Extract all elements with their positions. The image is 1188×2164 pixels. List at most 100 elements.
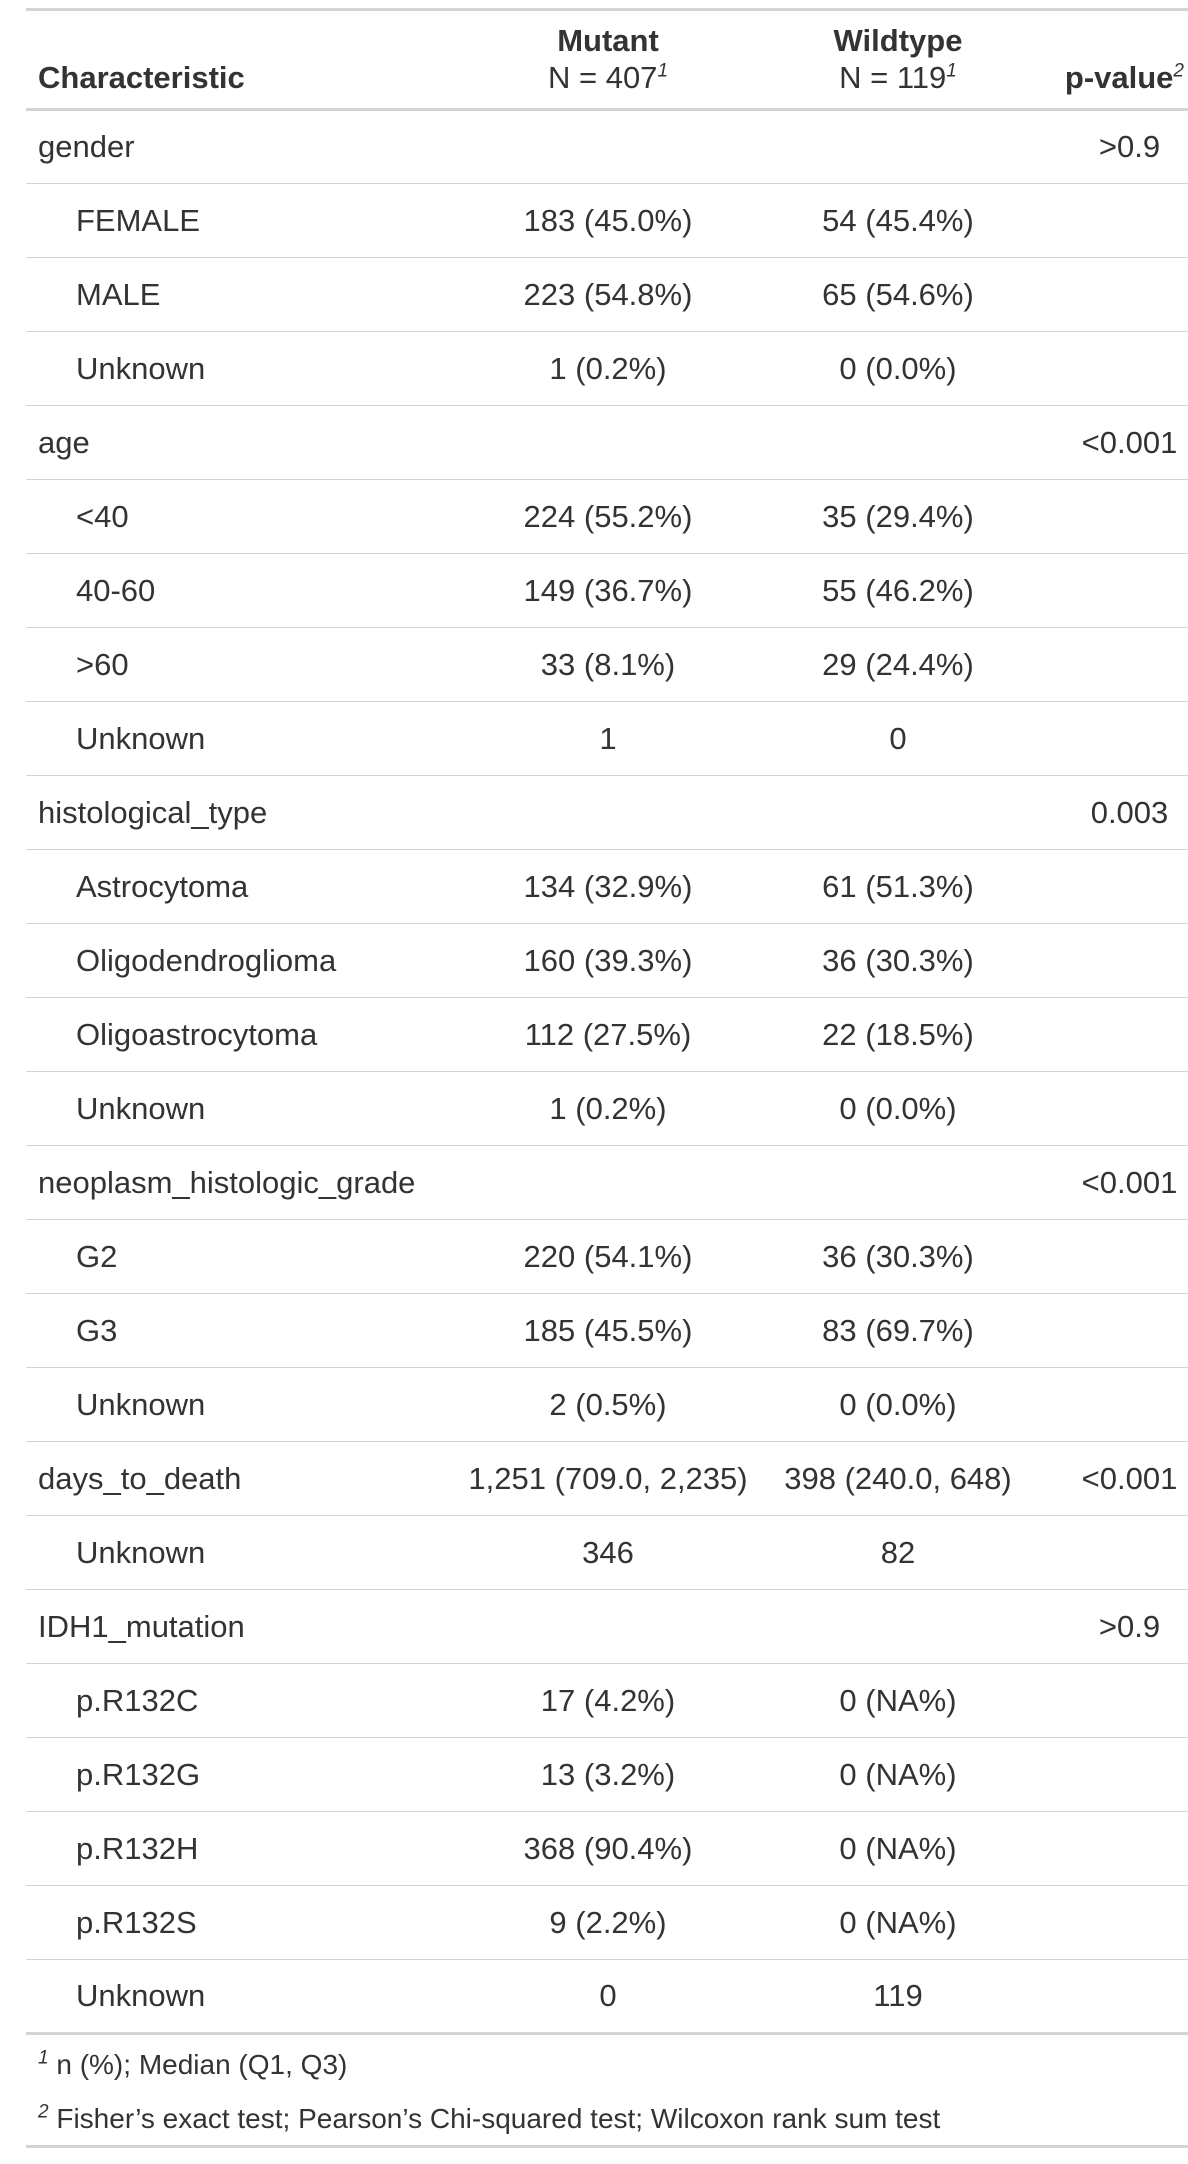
mutant-value: 1 (0.2%) xyxy=(463,1071,753,1146)
table-body: gender >0.9 FEMALE 183 (45.0%) 54 (45.4%) MAL… xyxy=(26,109,1188,2035)
header-characteristic-label: Characteristic xyxy=(38,60,245,95)
table-row-level: MALE 223 (54.8%) 65 (54.6%) xyxy=(26,257,1188,332)
mutant-value: 224 (55.2%) xyxy=(463,479,753,554)
table-row-level: p.R132C 17 (4.2%) 0 (NA%) xyxy=(26,1663,1188,1738)
level-label: Unknown xyxy=(26,331,463,406)
table-row-variable: days_to_death 1,251 (709.0, 2,235) 398 (24… xyxy=(26,1441,1188,1516)
mutant-value xyxy=(463,1589,753,1664)
table-row-level: Oligodendroglioma 160 (39.3%) 36 (30.3%) xyxy=(26,923,1188,998)
p-value xyxy=(1043,257,1188,332)
table-row-level: Oligoastrocytoma 112 (27.5%) 22 (18.5%) xyxy=(26,997,1188,1072)
mutant-value: 134 (32.9%) xyxy=(463,849,753,924)
mutant-value: 223 (54.8%) xyxy=(463,257,753,332)
wildtype-value: 0 (NA%) xyxy=(753,1737,1043,1812)
mutant-value xyxy=(463,405,753,480)
mutant-value: 149 (36.7%) xyxy=(463,553,753,628)
table-row-level: p.R132G 13 (3.2%) 0 (NA%) xyxy=(26,1737,1188,1812)
variable-label: days_to_death xyxy=(26,1441,463,1516)
level-label: Unknown xyxy=(26,1959,463,2035)
summary-table-container: Characteristic Mutant N = 4071 Wildtype … xyxy=(26,8,1188,2148)
level-label: G3 xyxy=(26,1293,463,1368)
table-row-level: Unknown 1 (0.2%) 0 (0.0%) xyxy=(26,331,1188,406)
level-label: Unknown xyxy=(26,1367,463,1442)
mutant-value: 33 (8.1%) xyxy=(463,627,753,702)
level-label: p.R132C xyxy=(26,1663,463,1738)
header-pvalue: p-value2 xyxy=(1043,9,1188,111)
table-row-variable: age <0.001 xyxy=(26,405,1188,480)
wildtype-value: 55 (46.2%) xyxy=(753,553,1043,628)
header-pvalue-label: p-value xyxy=(1064,60,1174,95)
wildtype-value xyxy=(753,109,1043,184)
level-label: p.R132G xyxy=(26,1737,463,1812)
mutant-value xyxy=(463,775,753,850)
header-pvalue-footnote-mark: 2 xyxy=(1173,60,1184,82)
footnote-2-mark: 2 xyxy=(38,2101,49,2123)
wildtype-value: 0 (0.0%) xyxy=(753,331,1043,406)
p-value xyxy=(1043,1737,1188,1812)
mutant-value: 1 (0.2%) xyxy=(463,331,753,406)
footnote-2-text: Fisher’s exact test; Pearson’s Chi-squar… xyxy=(56,2103,941,2134)
wildtype-value xyxy=(753,1145,1043,1220)
p-value: >0.9 xyxy=(1043,109,1188,184)
footnote-1-text: n (%); Median (Q1, Q3) xyxy=(56,2049,348,2080)
wildtype-value: 0 xyxy=(753,701,1043,776)
header-wildtype-n: N = 119 xyxy=(839,60,947,95)
p-value xyxy=(1043,997,1188,1072)
p-value xyxy=(1043,1367,1188,1442)
table-row-level: Unknown 346 82 xyxy=(26,1515,1188,1590)
mutant-value: 9 (2.2%) xyxy=(463,1885,753,1960)
level-label: G2 xyxy=(26,1219,463,1294)
wildtype-value: 82 xyxy=(753,1515,1043,1590)
table-row-level: p.R132H 368 (90.4%) 0 (NA%) xyxy=(26,1811,1188,1886)
wildtype-value: 61 (51.3%) xyxy=(753,849,1043,924)
table-row-variable: histological_type 0.003 xyxy=(26,775,1188,850)
wildtype-value xyxy=(753,775,1043,850)
p-value xyxy=(1043,1071,1188,1146)
variable-label: age xyxy=(26,405,463,480)
table-row-level: <40 224 (55.2%) 35 (29.4%) xyxy=(26,479,1188,554)
p-value: <0.001 xyxy=(1043,1145,1188,1220)
level-label: <40 xyxy=(26,479,463,554)
p-value xyxy=(1043,1515,1188,1590)
footnote-2: 2 Fisher’s exact test; Pearson’s Chi-squ… xyxy=(26,2101,1188,2145)
mutant-value: 1 xyxy=(463,701,753,776)
wildtype-value: 0 (NA%) xyxy=(753,1663,1043,1738)
table-row-level: >60 33 (8.1%) 29 (24.4%) xyxy=(26,627,1188,702)
summary-table: Characteristic Mutant N = 4071 Wildtype … xyxy=(26,8,1188,2035)
level-label: FEMALE xyxy=(26,183,463,258)
p-value xyxy=(1043,1293,1188,1368)
p-value xyxy=(1043,479,1188,554)
p-value xyxy=(1043,923,1188,998)
variable-label: neoplasm_histologic_grade xyxy=(26,1145,463,1220)
mutant-value: 183 (45.0%) xyxy=(463,183,753,258)
wildtype-value: 0 (NA%) xyxy=(753,1885,1043,1960)
table-row-variable: IDH1_mutation >0.9 xyxy=(26,1589,1188,1664)
wildtype-value: 398 (240.0, 648) xyxy=(753,1441,1043,1516)
p-value xyxy=(1043,1663,1188,1738)
level-label: Unknown xyxy=(26,1071,463,1146)
wildtype-value: 119 xyxy=(753,1959,1043,2035)
level-label: Unknown xyxy=(26,1515,463,1590)
mutant-value: 185 (45.5%) xyxy=(463,1293,753,1368)
p-value xyxy=(1043,331,1188,406)
p-value xyxy=(1043,1219,1188,1294)
p-value: 0.003 xyxy=(1043,775,1188,850)
table-row-level: 40-60 149 (36.7%) 55 (46.2%) xyxy=(26,553,1188,628)
table-row-level: G3 185 (45.5%) 83 (69.7%) xyxy=(26,1293,1188,1368)
mutant-value: 1,251 (709.0, 2,235) xyxy=(463,1441,753,1516)
header-wildtype-name: Wildtype xyxy=(833,23,963,58)
level-label: MALE xyxy=(26,257,463,332)
header-characteristic: Characteristic xyxy=(26,9,463,111)
level-label: 40-60 xyxy=(26,553,463,628)
table-row-level: G2 220 (54.1%) 36 (30.3%) xyxy=(26,1219,1188,1294)
mutant-value: 112 (27.5%) xyxy=(463,997,753,1072)
wildtype-value: 22 (18.5%) xyxy=(753,997,1043,1072)
mutant-value: 17 (4.2%) xyxy=(463,1663,753,1738)
p-value xyxy=(1043,553,1188,628)
p-value: <0.001 xyxy=(1043,1441,1188,1516)
mutant-value: 368 (90.4%) xyxy=(463,1811,753,1886)
level-label: Astrocytoma xyxy=(26,849,463,924)
header-mutant-n: N = 407 xyxy=(547,60,658,95)
table-row-level: Unknown 2 (0.5%) 0 (0.0%) xyxy=(26,1367,1188,1442)
wildtype-value xyxy=(753,405,1043,480)
